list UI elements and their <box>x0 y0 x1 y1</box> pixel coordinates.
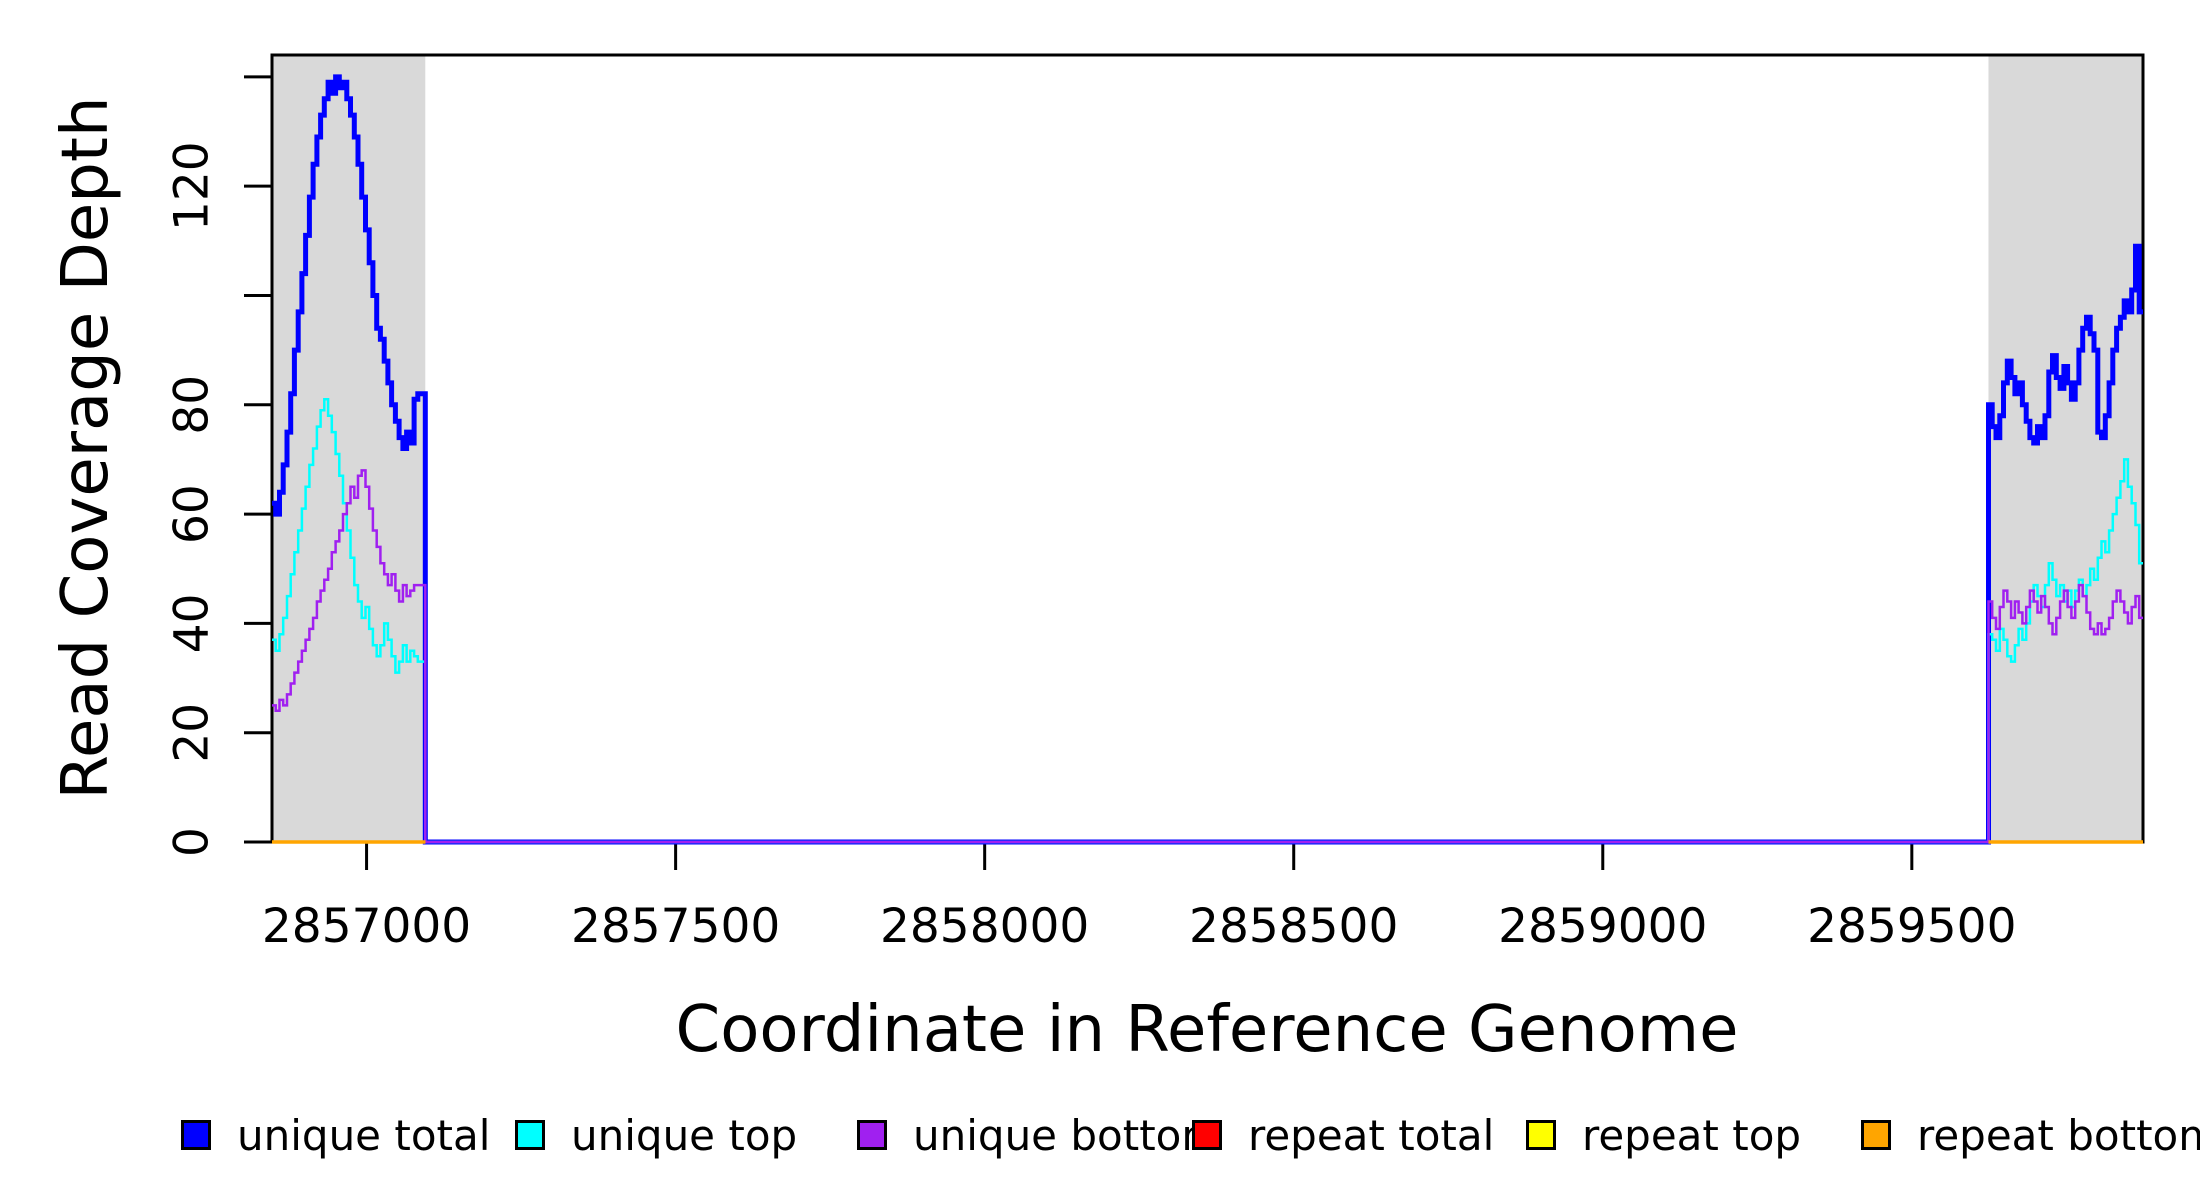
legend-swatch-repeat-total <box>1192 1120 1222 1150</box>
y-axis-title: Read Coverage Depth <box>49 96 123 800</box>
legend-swatch-repeat-bottom <box>1861 1120 1891 1150</box>
legend-item-repeat-bottom: repeat bottom <box>1861 1110 2200 1160</box>
x-tick-label: 2858000 <box>880 899 1089 954</box>
legend-label: unique top <box>571 1110 798 1160</box>
y-tick-label: 120 <box>165 141 220 231</box>
series-unique-total <box>272 74 2143 845</box>
x-tick-label: 2859000 <box>1498 899 1707 954</box>
legend-label: unique total <box>237 1110 491 1160</box>
y-tick-label: 20 <box>165 703 220 763</box>
y-tick-label: 80 <box>165 375 220 435</box>
y-tick-label: 60 <box>165 484 220 544</box>
plot-box <box>270 53 2145 844</box>
legend-label: repeat top <box>1582 1110 1802 1160</box>
legend-swatch-repeat-top <box>1526 1120 1556 1150</box>
legend-item-unique-top: unique top <box>515 1110 798 1160</box>
legend-item-unique-total: unique total <box>181 1110 491 1160</box>
legend-item-unique-bottom: unique bottom <box>857 1110 1223 1160</box>
x-tick-label: 2859500 <box>1807 899 2016 954</box>
legend-label: repeat total <box>1248 1110 1495 1160</box>
legend-item-repeat-top: repeat top <box>1526 1110 1802 1160</box>
y-tick-label: 40 <box>165 593 220 653</box>
legend-swatch-unique-top <box>515 1120 545 1150</box>
legend-label: unique bottom <box>913 1110 1223 1160</box>
legend-swatch-unique-total <box>181 1120 211 1150</box>
shaded-region <box>1988 55 2143 842</box>
shaded-region <box>272 55 426 842</box>
series-unique-bottom <box>272 469 2143 844</box>
x-tick-label: 2858500 <box>1189 899 1398 954</box>
x-axis-title: Coordinate in Reference Genome <box>675 993 1739 1067</box>
x-tick-label: 2857000 <box>262 899 471 954</box>
y-tick-label: 0 <box>165 827 220 857</box>
legend-label: repeat bottom <box>1917 1110 2200 1160</box>
legend-swatch-unique-bottom <box>857 1120 887 1150</box>
series-unique-top <box>272 398 2143 844</box>
legend-item-repeat-total: repeat total <box>1192 1110 1495 1160</box>
x-tick-label: 2857500 <box>571 899 780 954</box>
